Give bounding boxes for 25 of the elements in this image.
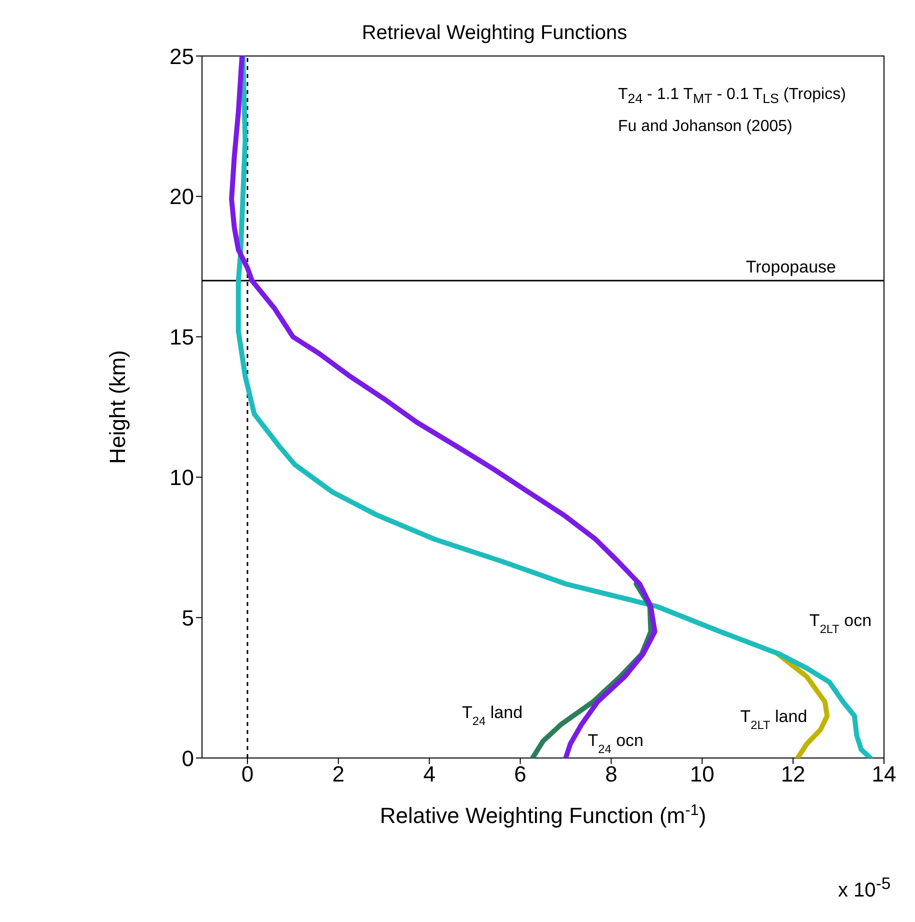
annotation: T$_{24}$ - 1.1 T$_{MT}$ - 0.1 T$_{LS}$ (Tropics)	[618, 86, 846, 106]
x-tick-label: 2	[332, 762, 345, 787]
series-label: T$_{2LT}$ land	[740, 706, 808, 732]
ref-line-label: Tropopause	[746, 258, 836, 277]
y-tick-label: 0	[182, 746, 194, 771]
y-tick-label: 10	[170, 465, 194, 490]
y-tick-label: 15	[170, 324, 194, 350]
annotation: Fu and Johanson (2005)	[618, 118, 792, 136]
series-label: T$_{24}$ ocn	[588, 731, 644, 756]
y-tick-label: 5	[182, 605, 194, 630]
x-tick-label: 8	[605, 762, 618, 787]
series-label: T$_{24}$ land	[462, 703, 523, 728]
y-axis-title: Height (km)	[104, 350, 130, 464]
x-axis-title: Relative Weighting Function (m$^{-1}$)	[380, 802, 706, 828]
x-tick-label: 4	[423, 762, 436, 787]
x-tick-label: 10	[690, 762, 714, 787]
x-tick-label: 12	[780, 762, 806, 787]
y-tick-label: 20	[170, 184, 194, 210]
x-tick-label: 14	[872, 762, 896, 787]
y-tick-label: 25	[170, 44, 194, 69]
x-tick-label: 0	[241, 762, 254, 787]
series-label: T$_{2LT}$ ocn	[809, 611, 872, 636]
x-tick-label: 6	[514, 762, 526, 787]
chart-title: Retrieval Weighting Functions	[360, 22, 628, 45]
text: x 10$^{-5}$	[838, 874, 891, 903]
